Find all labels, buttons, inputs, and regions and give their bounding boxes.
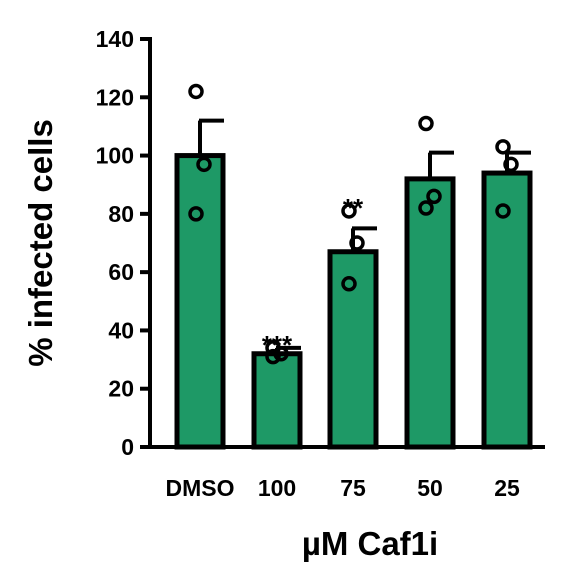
y-tick-label: 80: [108, 201, 134, 227]
data-point: [196, 156, 212, 173]
data-point: [495, 139, 511, 155]
x-tick-label: 75: [340, 475, 366, 501]
y-tick-label: 0: [121, 434, 134, 460]
y-tick-label: 100: [96, 143, 134, 169]
data-point: [265, 348, 281, 365]
x-tick-label: 100: [258, 475, 296, 501]
y-tick-label: 120: [96, 84, 134, 110]
significance-label: ***: [262, 330, 293, 360]
y-tick-label: 20: [108, 376, 134, 402]
significance-label: **: [343, 193, 364, 223]
x-axis-tick-labels: DMSO 100 75 50 25: [166, 475, 520, 501]
bar: [251, 351, 303, 450]
data-points: [188, 83, 519, 365]
y-tick-label: 140: [96, 26, 134, 52]
data-point: [503, 156, 519, 173]
data-point: [426, 188, 442, 205]
data-point: [341, 203, 357, 219]
data-point: [495, 203, 511, 219]
x-tick-label: 25: [494, 475, 520, 501]
data-point: [341, 276, 357, 292]
bars: [174, 153, 533, 450]
data-point: [418, 115, 434, 132]
significance-labels: *****: [262, 193, 364, 360]
bar: [404, 176, 456, 450]
y-tick-label: 40: [108, 317, 134, 343]
axes: [148, 37, 545, 449]
y-tick-label: 60: [108, 259, 134, 285]
data-point: [418, 200, 434, 216]
y-axis-title: % infected cells: [22, 119, 59, 367]
data-point: [188, 206, 204, 222]
x-tick-label: 50: [417, 475, 443, 501]
x-axis-title: µM Caf1i: [302, 525, 438, 562]
bar: [174, 153, 226, 450]
x-tick-label: DMSO: [166, 475, 235, 501]
y-axis-ticks: 0 20 40 60 80 100 120 140: [96, 26, 150, 460]
data-point: [273, 345, 289, 362]
data-point: [188, 83, 204, 100]
data-point: [349, 235, 365, 251]
